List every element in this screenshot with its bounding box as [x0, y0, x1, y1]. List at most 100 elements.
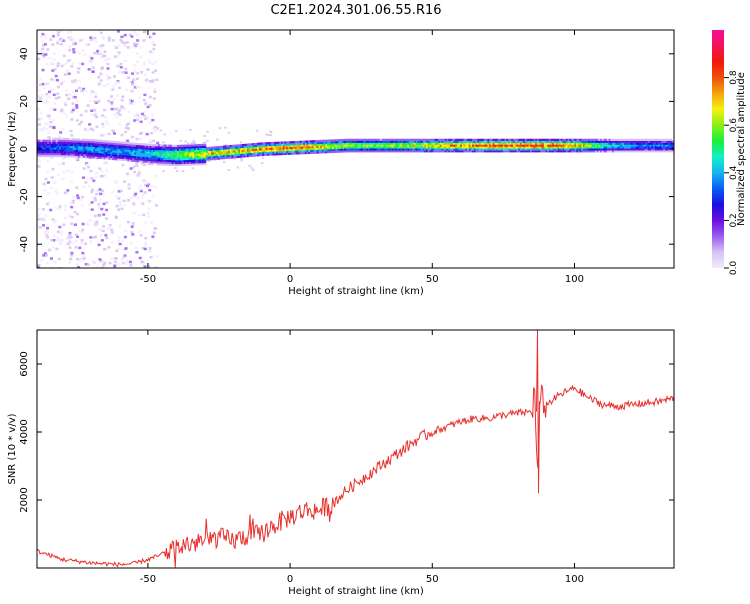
band-cell [330, 141, 333, 144]
band-cell [390, 144, 393, 147]
noise-cell [102, 213, 106, 216]
band-cell [506, 140, 509, 143]
band-cell [601, 150, 604, 153]
band-cell [303, 148, 306, 151]
band-cell [202, 162, 205, 166]
band-cell [579, 146, 582, 149]
band-cell [523, 144, 526, 147]
band-cell [642, 144, 645, 147]
band-cell [147, 147, 151, 150]
band-cell [64, 147, 67, 150]
band-cell [263, 144, 267, 147]
band-cell [524, 146, 528, 149]
band-cell [603, 150, 606, 153]
band-cell [432, 140, 435, 143]
band-cell [634, 140, 637, 143]
band-cell [284, 145, 287, 148]
band-cell [113, 158, 116, 161]
band-cell [299, 146, 302, 149]
band-cell [383, 138, 386, 141]
band-cell [670, 144, 673, 147]
band-cell [64, 143, 67, 146]
band-cell [50, 143, 53, 146]
band-cell [103, 143, 106, 147]
band-cell [385, 150, 388, 153]
band-cell [93, 141, 96, 144]
noise-cell [49, 38, 53, 41]
band-cell [456, 146, 459, 149]
band-cell [589, 138, 592, 141]
band-cell [320, 149, 323, 152]
noise-cell [41, 52, 45, 55]
band-cell [567, 144, 570, 147]
noise-cell [118, 108, 122, 111]
band-cell [282, 141, 285, 144]
band-cell [434, 142, 437, 145]
band-cell [378, 140, 381, 143]
noise-cell [99, 192, 103, 196]
band-cell [610, 144, 613, 147]
noise-cell [55, 78, 59, 82]
band-cell [216, 149, 219, 153]
band-cell [76, 146, 79, 149]
band-cell [270, 147, 273, 150]
noise-cell [261, 156, 265, 159]
band-cell [258, 146, 261, 149]
band-cell [470, 146, 473, 149]
band-cell [251, 143, 255, 146]
noise-cell [63, 191, 67, 195]
band-cell [100, 149, 103, 152]
band-cell [118, 147, 121, 150]
band-cell [74, 138, 77, 141]
band-cell [559, 146, 562, 149]
band-cell [84, 140, 87, 143]
noise-cell [41, 32, 45, 36]
band-cell [96, 152, 99, 156]
band-cell [630, 150, 633, 153]
band-cell [277, 153, 280, 156]
band-cell [345, 148, 348, 151]
band-cell [234, 148, 238, 151]
band-cell [654, 142, 657, 145]
noise-cell [203, 135, 206, 138]
band-cell [311, 140, 314, 143]
noise-cell [114, 107, 118, 111]
noise-cell [51, 69, 55, 72]
noise-cell [51, 218, 55, 221]
snr-y-tick-label: 6000 [19, 351, 30, 376]
band-cell [390, 150, 393, 153]
band-cell [117, 152, 120, 155]
band-cell [47, 141, 50, 144]
band-cell [642, 150, 645, 153]
band-cell [349, 148, 352, 151]
noise-cell [45, 262, 49, 265]
band-cell [524, 142, 528, 145]
band-cell [185, 157, 188, 161]
band-cell [113, 150, 116, 153]
band-cell [187, 144, 190, 147]
band-cell [269, 147, 272, 150]
noise-cell [94, 111, 98, 115]
band-cell [487, 142, 490, 145]
band-cell [332, 145, 335, 148]
snr-x-axis-label: Height of straight line (km) [288, 586, 424, 597]
band-cell [234, 154, 238, 157]
band-cell [451, 142, 454, 145]
band-cell [60, 153, 63, 156]
band-cell [470, 142, 473, 145]
noise-cell [100, 134, 104, 137]
noise-cell [61, 238, 65, 242]
band-cell [262, 142, 265, 145]
band-cell [301, 148, 304, 151]
band-cell [137, 158, 140, 161]
noise-cell [77, 67, 81, 70]
band-cell [163, 161, 166, 164]
band-cell [207, 150, 210, 153]
band-cell [292, 144, 296, 148]
band-cell [311, 145, 314, 149]
noise-cell [83, 53, 87, 56]
band-cell [485, 144, 488, 147]
noise-cell [123, 180, 127, 183]
band-cell [426, 146, 429, 149]
band-cell [364, 140, 367, 143]
